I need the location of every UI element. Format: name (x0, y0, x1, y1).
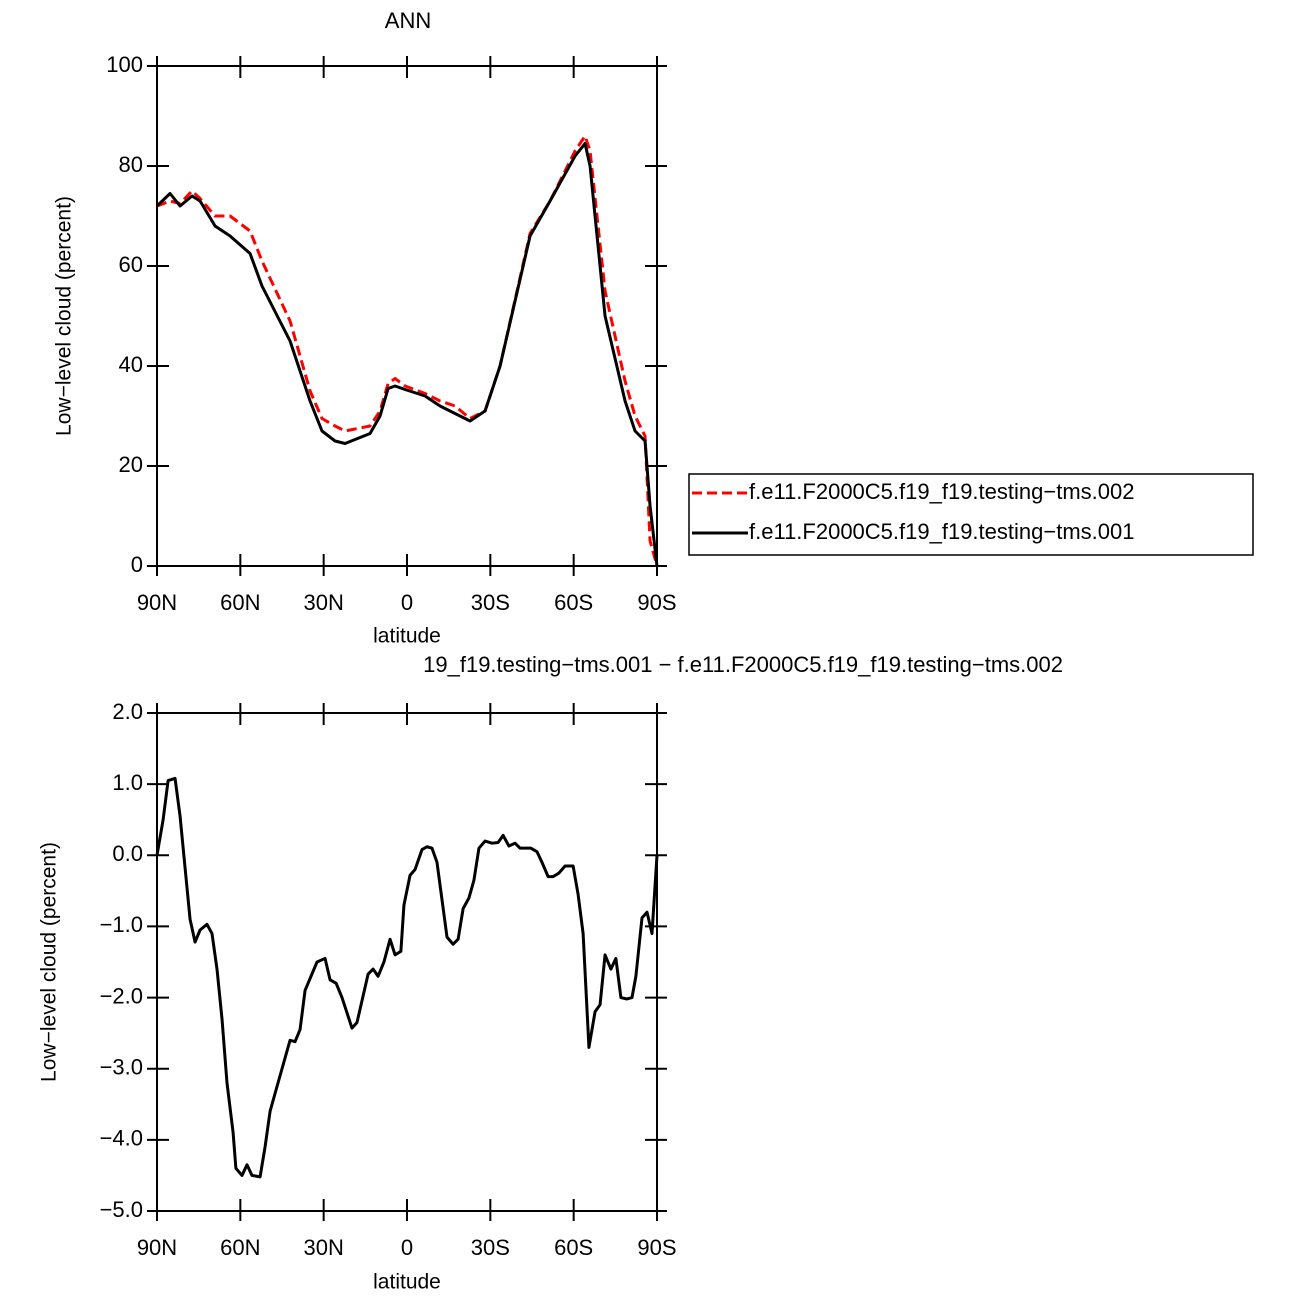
x-tick-label: 90N (137, 590, 177, 615)
y-tick-label: 20 (119, 452, 143, 477)
y-tick-label: 40 (119, 352, 143, 377)
chart-title: 19_f19.testing−tms.001 − f.e11.F2000C5.f… (423, 652, 1063, 677)
series-line (155, 142, 659, 567)
y-tick-label: 2.0 (112, 699, 143, 724)
y-axis-label: Low−level cloud (percent) (38, 842, 61, 1082)
y-tick-label: 0 (131, 552, 143, 577)
plot-frame (156, 712, 658, 1212)
y-tick-label: 1.0 (112, 770, 143, 795)
series-line (155, 776, 659, 1179)
x-tick-label: 30N (303, 590, 343, 615)
y-tick-label: 100 (106, 52, 143, 77)
y-tick-label: −3.0 (100, 1055, 143, 1080)
y-tick-label: 60 (119, 252, 143, 277)
plot-frame (156, 65, 658, 567)
x-tick-label: 60N (220, 1235, 260, 1260)
y-tick-label: −4.0 (100, 1126, 143, 1151)
x-tick-label: 30N (303, 1235, 343, 1260)
legend-label: f.e11.F2000C5.f19_f19.testing−tms.002 (749, 479, 1134, 504)
x-tick-label: 0 (401, 590, 413, 615)
x-tick-label: 60N (220, 590, 260, 615)
x-tick-label: 90S (637, 590, 676, 615)
x-axis-label: latitude (373, 625, 441, 648)
chart-title: ANN (385, 8, 431, 33)
x-axis-label: latitude (373, 1271, 441, 1294)
y-tick-label: −1.0 (100, 912, 143, 937)
x-tick-label: 90N (137, 1235, 177, 1260)
y-axis-label: Low−level cloud (percent) (53, 196, 76, 436)
y-tick-label: 80 (119, 152, 143, 177)
x-tick-label: 30S (471, 590, 510, 615)
y-tick-label: −5.0 (100, 1197, 143, 1222)
x-tick-label: 90S (637, 1235, 676, 1260)
legend-box (688, 473, 1254, 556)
series-line (156, 134, 659, 567)
y-tick-label: −2.0 (100, 983, 143, 1008)
x-tick-label: 30S (471, 1235, 510, 1260)
x-tick-label: 0 (401, 1235, 413, 1260)
x-tick-label: 60S (554, 1235, 593, 1260)
y-tick-label: 0.0 (112, 841, 143, 866)
x-tick-label: 60S (554, 590, 593, 615)
legend-label: f.e11.F2000C5.f19_f19.testing−tms.001 (749, 519, 1134, 544)
